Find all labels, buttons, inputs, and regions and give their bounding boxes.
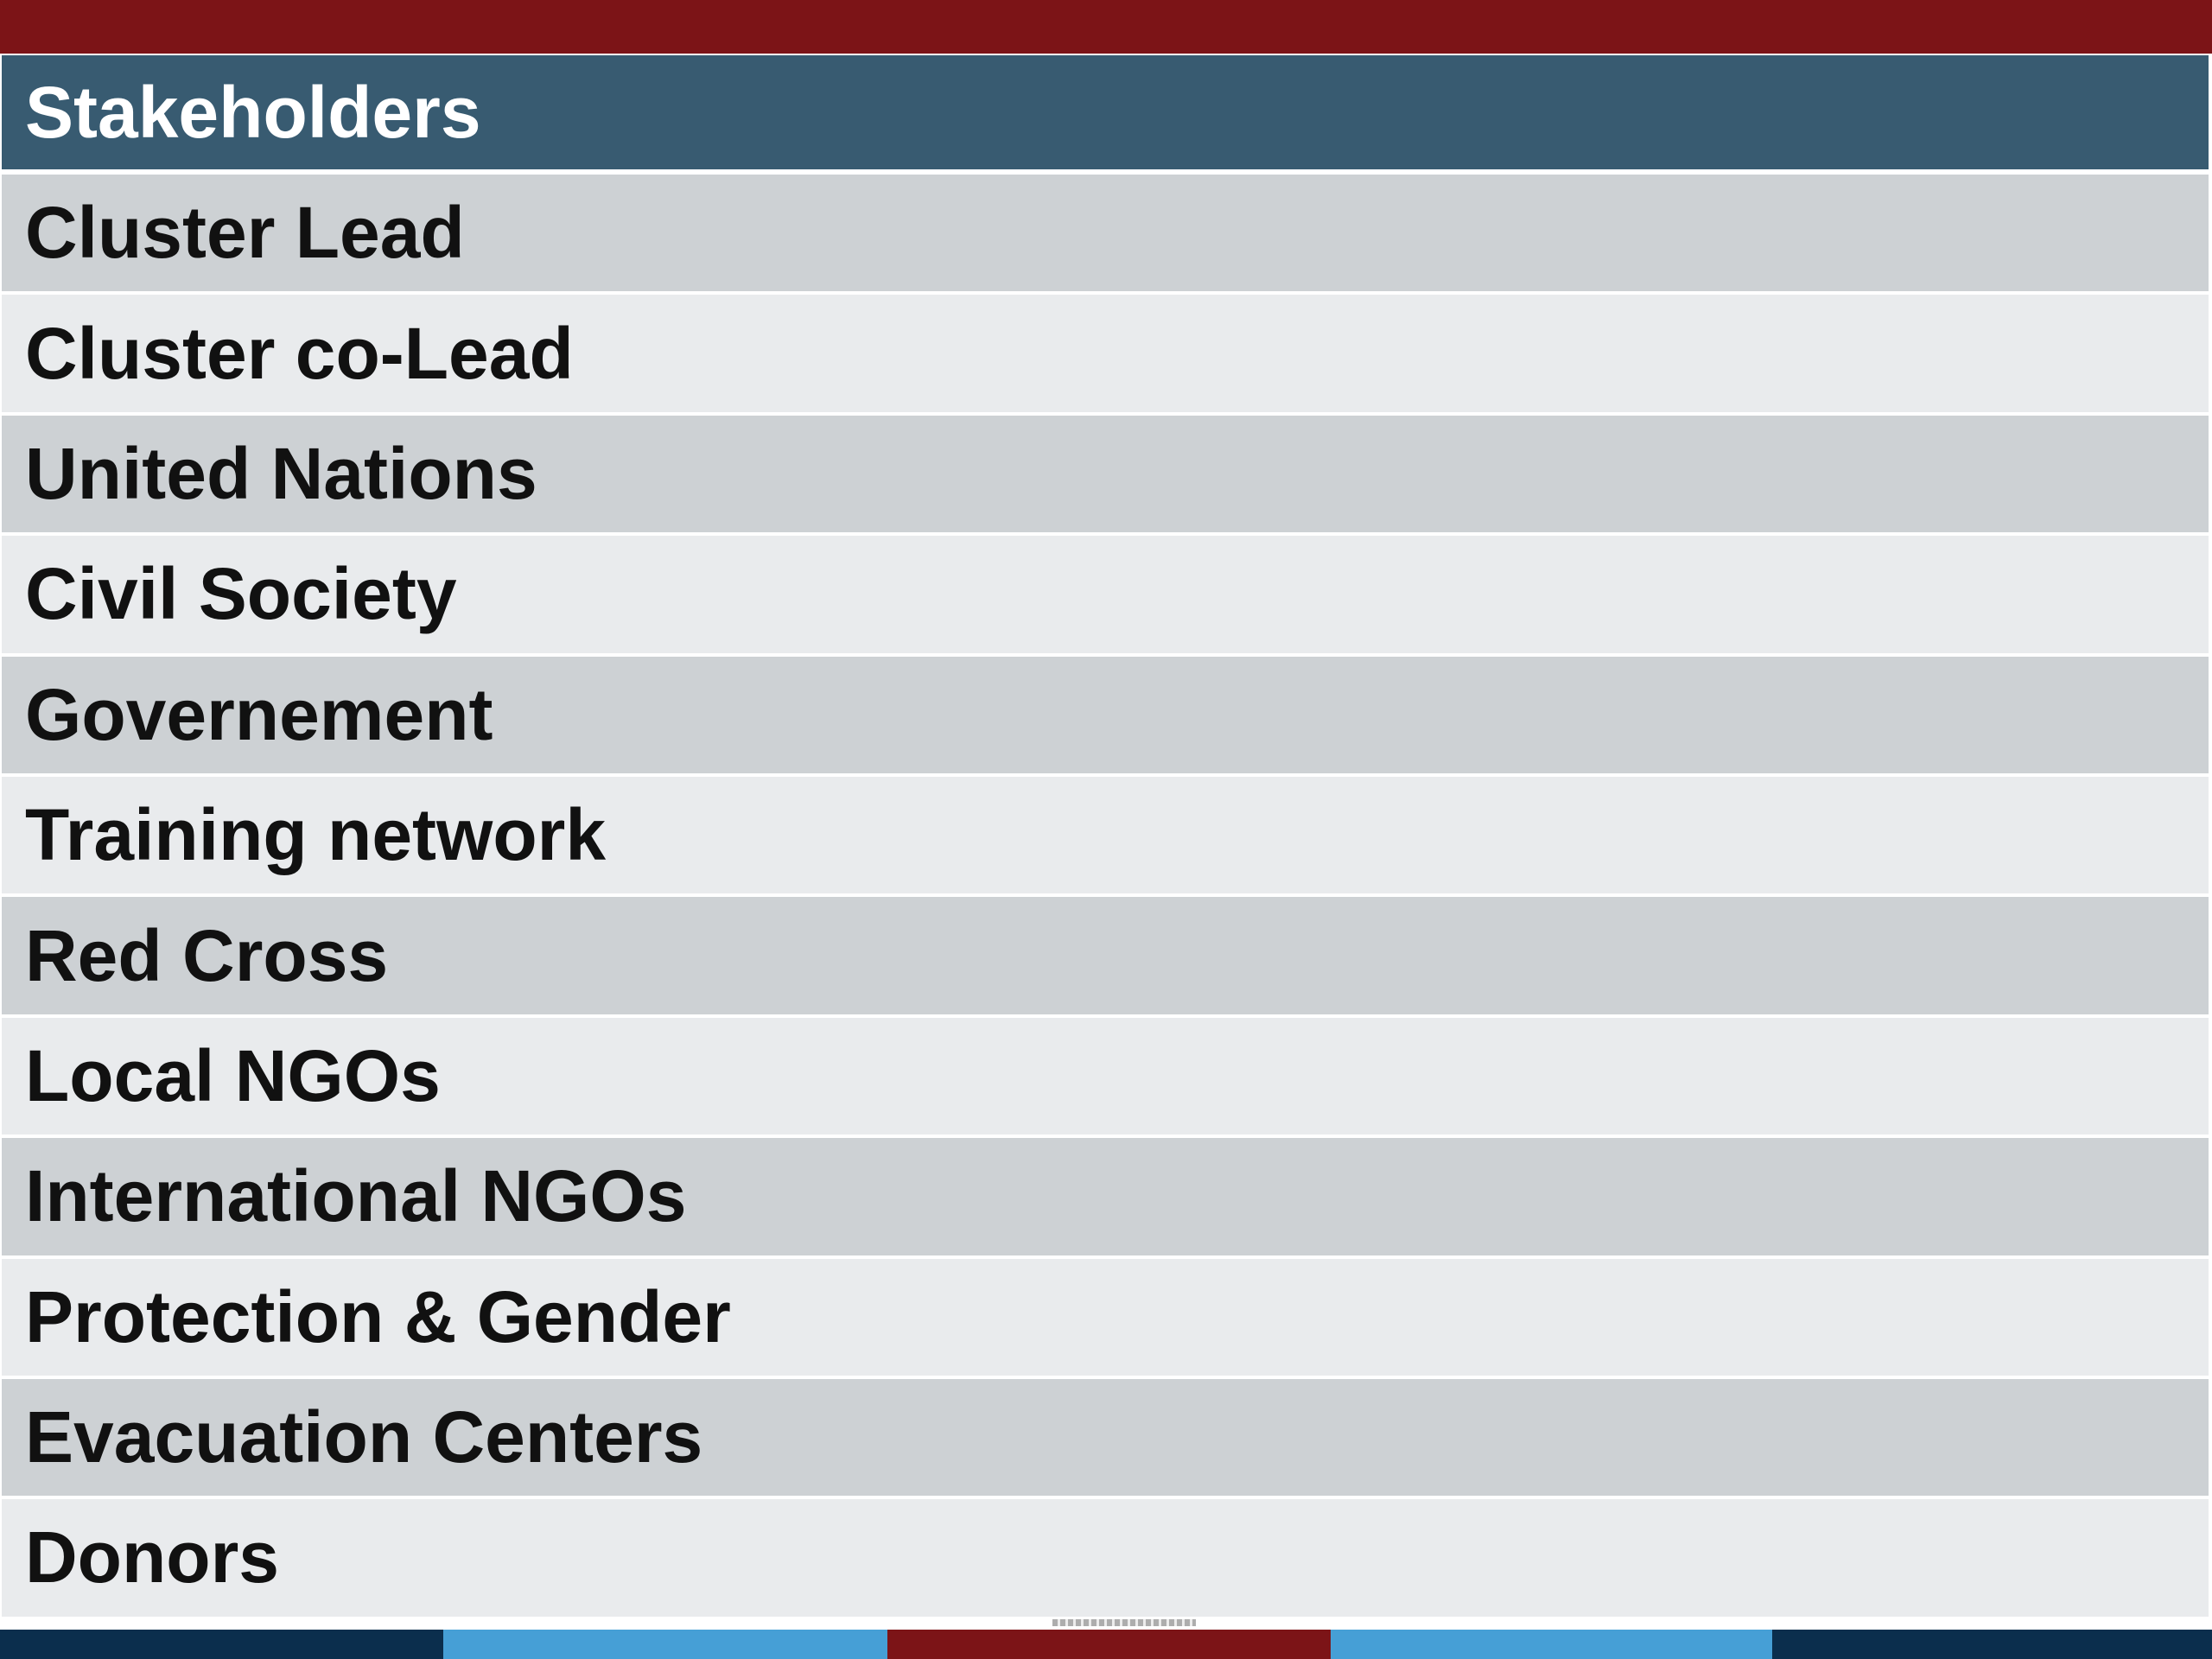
table-header: Stakeholders	[2, 55, 2209, 175]
bottom-bar-segment	[1772, 1630, 2212, 1659]
table-row: Evacuation Centers	[2, 1378, 2209, 1500]
table-row: Local NGOs	[2, 1017, 2209, 1139]
bottom-bar-segment	[887, 1630, 1331, 1659]
table-row: Protection & Gender	[2, 1258, 2209, 1379]
table-row: United Nations	[2, 415, 2209, 537]
table-row: Donors	[2, 1499, 2209, 1620]
bottom-bar-segment	[1331, 1630, 1772, 1659]
table-row: Governement	[2, 656, 2209, 777]
bottom-bar-segment	[443, 1630, 887, 1659]
bottom-color-bar	[0, 1630, 2212, 1659]
table-row: Cluster co-Lead	[2, 295, 2209, 416]
footer-watermark	[1052, 1619, 1196, 1626]
table-row: Red Cross	[2, 897, 2209, 1018]
table-row: International NGOs	[2, 1138, 2209, 1259]
table-row: Cluster Lead	[2, 175, 2209, 296]
table-row: Civil Society	[2, 536, 2209, 657]
bottom-bar-segment	[0, 1630, 443, 1659]
stakeholders-table: Stakeholders Cluster Lead Cluster co-Lea…	[2, 55, 2209, 1620]
top-accent-bar	[0, 0, 2212, 54]
table-row: Training network	[2, 776, 2209, 898]
